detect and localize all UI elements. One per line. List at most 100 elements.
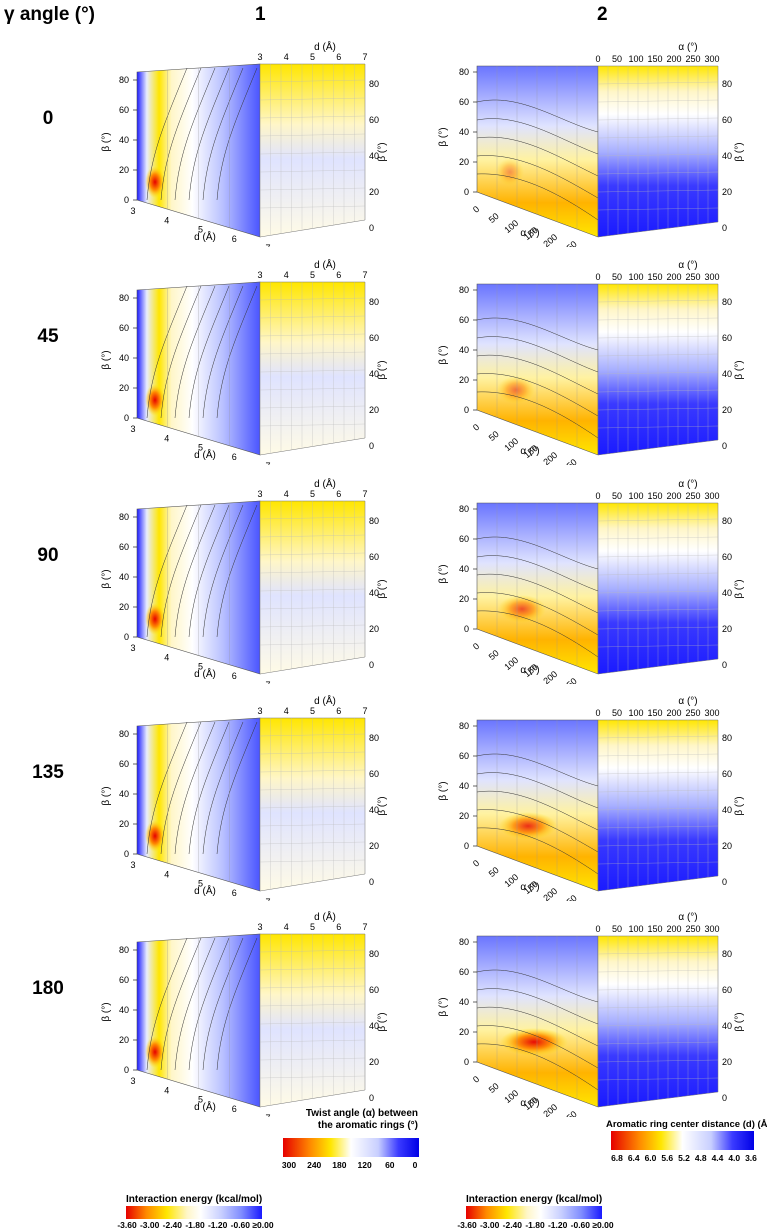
contour-line <box>188 721 230 855</box>
alpha-axis-label: α (°) <box>520 228 539 239</box>
alpha-tick-label: 50 <box>487 211 501 225</box>
energy-map-face <box>476 502 599 675</box>
energy-minimum-spot <box>145 603 165 635</box>
beta-tick-label: 60 <box>459 967 469 977</box>
d-tick-label: 3 <box>257 52 262 62</box>
d-tick-label: 6 <box>336 922 341 932</box>
d-axis-label: d (Å) <box>194 1100 216 1113</box>
beta-tick-label: 0 <box>124 195 129 205</box>
alpha-tick-label: 250 <box>685 924 700 934</box>
beta-tick-label: 0 <box>369 441 374 451</box>
d-tick-label: 4 <box>284 489 289 499</box>
d-tick-label: 4 <box>284 270 289 280</box>
contour-line <box>476 1006 599 1047</box>
beta-tick-label: 60 <box>459 534 469 544</box>
grid-line <box>597 554 719 558</box>
beta-axis-label: β (°) <box>438 997 449 1016</box>
d-tick-label: 4 <box>164 652 169 662</box>
energy-minimum-spot <box>145 166 165 198</box>
alpha-tick-label: 250 <box>685 491 700 501</box>
beta-tick-label: 20 <box>722 405 732 415</box>
grid-line <box>597 1005 719 1009</box>
grid-line <box>597 99 719 103</box>
beta-tick-label: 20 <box>722 187 732 197</box>
alpha-tick-label: 250 <box>561 676 579 684</box>
beta-tick-label: 0 <box>464 405 469 415</box>
d-tick-label: 4 <box>284 706 289 716</box>
contour-line <box>476 573 599 614</box>
grid-line <box>259 588 366 592</box>
d-tick-label: 5 <box>310 922 315 932</box>
d-tick-label: 5 <box>310 270 315 280</box>
contour-line <box>174 504 216 638</box>
grid-line <box>259 823 366 827</box>
alpha-axis-label: α (°) <box>678 260 697 271</box>
grid-line <box>597 1023 719 1027</box>
contour-line <box>476 827 599 875</box>
alpha-tick-label: 0 <box>471 422 481 433</box>
beta-axis-label: β (°) <box>101 350 112 369</box>
beta-axis-label: β (°) <box>377 142 388 161</box>
alpha-tick-label: 0 <box>595 491 600 501</box>
grid-line <box>259 1075 366 1079</box>
alpha-tick-label: 0 <box>595 272 600 282</box>
beta-tick-label: 40 <box>369 369 379 379</box>
column-1-3d-panel: 0 20 40 60 80 β (°) 3 4 5 6 7 d (Å) 0 20 40 60 80 β (°) 3 4… <box>101 910 388 1117</box>
distance-colorbar-title: Aromatic ring center distance (d) (Å) <box>606 1119 767 1130</box>
alpha-tick-label: 300 <box>704 708 719 718</box>
grid-line <box>259 205 366 209</box>
d-axis-label: d (Å) <box>314 910 336 923</box>
beta-tick-label: 60 <box>119 323 129 333</box>
beta-tick-label: 40 <box>722 369 732 379</box>
alpha-tick-label: 300 <box>580 1116 598 1117</box>
grid-line <box>597 335 719 339</box>
alpha-tick-label: 100 <box>502 436 520 453</box>
alpha-tick-label: 200 <box>666 54 681 64</box>
beta-tick-label: 20 <box>119 1035 129 1045</box>
grid-line <box>597 626 719 630</box>
beta-tick-label: 40 <box>369 588 379 598</box>
contour-line <box>202 937 244 1071</box>
beta-tick-label: 0 <box>722 441 727 451</box>
gamma-angle-header: γ angle (°) <box>4 4 96 25</box>
alpha-tick-label: 100 <box>502 218 520 235</box>
contour-line <box>216 504 258 638</box>
distance-colorbar-tick: 5.2 <box>678 1153 690 1163</box>
energy-colorbar-tick: -0.60 <box>230 1220 251 1230</box>
beta-axis-label: β (°) <box>377 1012 388 1031</box>
alpha-tick-label: 150 <box>647 924 662 934</box>
alpha-tick-label: 200 <box>666 272 681 282</box>
d-tick-label: 5 <box>198 662 203 672</box>
beta-tick-label: 60 <box>369 769 379 779</box>
twist-colorbar-tick: 300 <box>281 1160 297 1170</box>
energy-colorbar-tick: -3.00 <box>479 1220 500 1230</box>
alpha-tick-label: 50 <box>612 272 622 282</box>
contour-line <box>160 67 202 201</box>
d-tick-label: 5 <box>198 879 203 889</box>
grid-line <box>259 187 366 191</box>
grid-line <box>597 572 719 576</box>
grid-line <box>597 825 719 829</box>
column-2-header: 2 <box>597 4 608 25</box>
energy-colorbar-tick: -3.60 <box>117 1220 137 1230</box>
contour-line <box>476 173 599 221</box>
contour-line <box>476 555 599 592</box>
alpha-tick-label: 0 <box>471 204 481 215</box>
grid-line <box>259 516 366 520</box>
beta-tick-label: 0 <box>722 877 727 887</box>
grid-line <box>259 1057 366 1061</box>
energy-colorbar-tick: -2.40 <box>502 1220 523 1230</box>
contour-line <box>476 336 599 373</box>
d-axis-label: d (Å) <box>194 230 216 243</box>
contour-line <box>146 67 188 201</box>
beta-tick-label: 80 <box>459 937 469 947</box>
alpha-tick-label: 300 <box>580 683 598 684</box>
contour-line <box>476 536 599 570</box>
d-tick-label: 7 <box>265 897 270 901</box>
d-axis-label: d (Å) <box>314 40 336 53</box>
beta-tick-label: 60 <box>369 115 379 125</box>
grid-line <box>597 171 719 175</box>
energy-minimum-spot <box>145 820 165 852</box>
energy-map-face <box>476 283 599 456</box>
